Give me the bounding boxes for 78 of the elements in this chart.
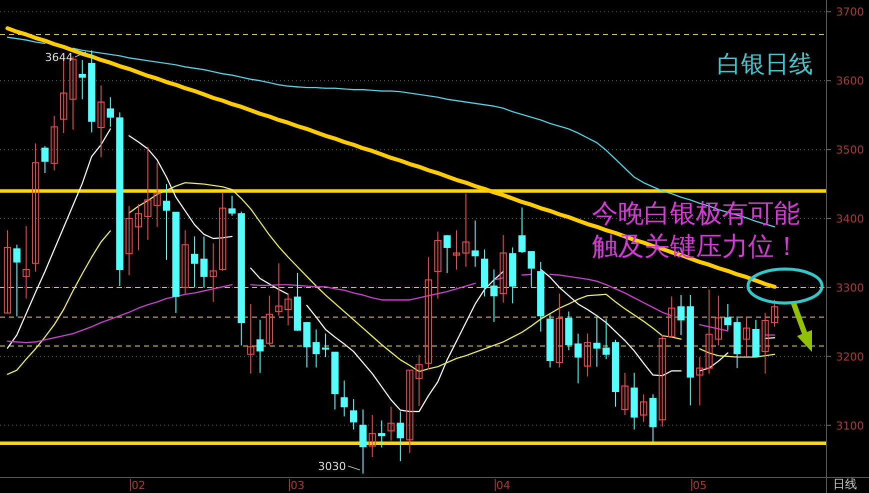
x-tick-label: 04 xyxy=(496,479,510,492)
candlestick xyxy=(50,115,58,171)
x-tick-label: 02 xyxy=(131,479,146,492)
candlestick xyxy=(78,59,86,100)
candlestick xyxy=(228,195,236,216)
candlestick xyxy=(182,230,189,294)
candlestick xyxy=(359,408,367,474)
candlestick xyxy=(658,334,666,428)
candlestick xyxy=(584,333,592,377)
candlestick xyxy=(134,204,142,251)
candlestick xyxy=(602,318,610,360)
candlestick xyxy=(415,354,423,406)
candlestick xyxy=(97,84,105,158)
candlestick xyxy=(312,328,320,368)
candlestick xyxy=(593,316,600,368)
candlestick xyxy=(144,146,152,240)
candlestick xyxy=(126,206,133,276)
y-tick-label: 3500 xyxy=(836,144,864,157)
candlestick xyxy=(350,398,358,430)
candlestick xyxy=(256,319,264,374)
candlestick xyxy=(490,269,498,322)
candlestick xyxy=(696,356,704,406)
candlestick xyxy=(378,420,386,448)
candlestick xyxy=(500,234,507,304)
y-tick-label: 3400 xyxy=(836,212,864,226)
candlestick xyxy=(406,370,414,454)
candlestick xyxy=(742,316,750,357)
annotation: 3030 xyxy=(318,460,346,473)
candlestick xyxy=(668,296,676,338)
candlestick xyxy=(106,96,114,128)
y-tick-label: 3200 xyxy=(836,350,864,364)
x-tick-label: 05 xyxy=(692,479,707,492)
y-tick-label: 3100 xyxy=(836,419,864,432)
candlestick xyxy=(770,299,778,328)
x-axis-title: 日线 xyxy=(833,477,857,491)
candlestick xyxy=(200,236,208,288)
candlestick xyxy=(705,289,713,374)
candlestick xyxy=(556,293,563,368)
candlestick xyxy=(714,295,722,346)
y-tick-label: 3700 xyxy=(836,6,864,19)
candlestick xyxy=(762,312,769,374)
candlestick xyxy=(41,146,48,174)
candlestick xyxy=(32,142,40,272)
candlestick xyxy=(322,333,330,358)
candlestick xyxy=(640,394,648,422)
candlestick xyxy=(677,294,685,336)
candlestick xyxy=(424,256,432,370)
text: 白银日线 xyxy=(717,50,813,78)
candlestick xyxy=(154,162,161,228)
y-tick-label: 3600 xyxy=(836,74,864,88)
candlestick xyxy=(247,303,254,374)
candlestick xyxy=(275,262,282,316)
candlestick xyxy=(219,192,226,272)
candlestick xyxy=(266,295,273,346)
candlestick xyxy=(462,193,470,268)
candlestick xyxy=(518,206,526,254)
candlestick xyxy=(210,242,217,302)
candlestick xyxy=(396,411,404,462)
candlestick xyxy=(621,372,628,416)
candlestick xyxy=(13,244,20,317)
candlestick xyxy=(387,406,395,441)
candlestick xyxy=(368,414,376,458)
candlestick xyxy=(574,333,582,384)
annotation: 3644 xyxy=(45,51,73,64)
x-tick-label: 03 xyxy=(290,479,304,492)
candlestick xyxy=(284,293,292,326)
candlestick xyxy=(340,380,348,417)
candlestick xyxy=(452,230,460,270)
candlestick xyxy=(190,236,198,288)
candlestick xyxy=(724,303,732,331)
candlestick xyxy=(528,251,535,288)
candlestick xyxy=(434,231,442,299)
candlestick xyxy=(4,230,12,314)
candlestick xyxy=(162,184,170,260)
candlestick xyxy=(444,234,451,274)
candlestick xyxy=(22,226,30,299)
candlestick xyxy=(472,220,479,268)
y-tick-label: 3300 xyxy=(836,281,864,294)
